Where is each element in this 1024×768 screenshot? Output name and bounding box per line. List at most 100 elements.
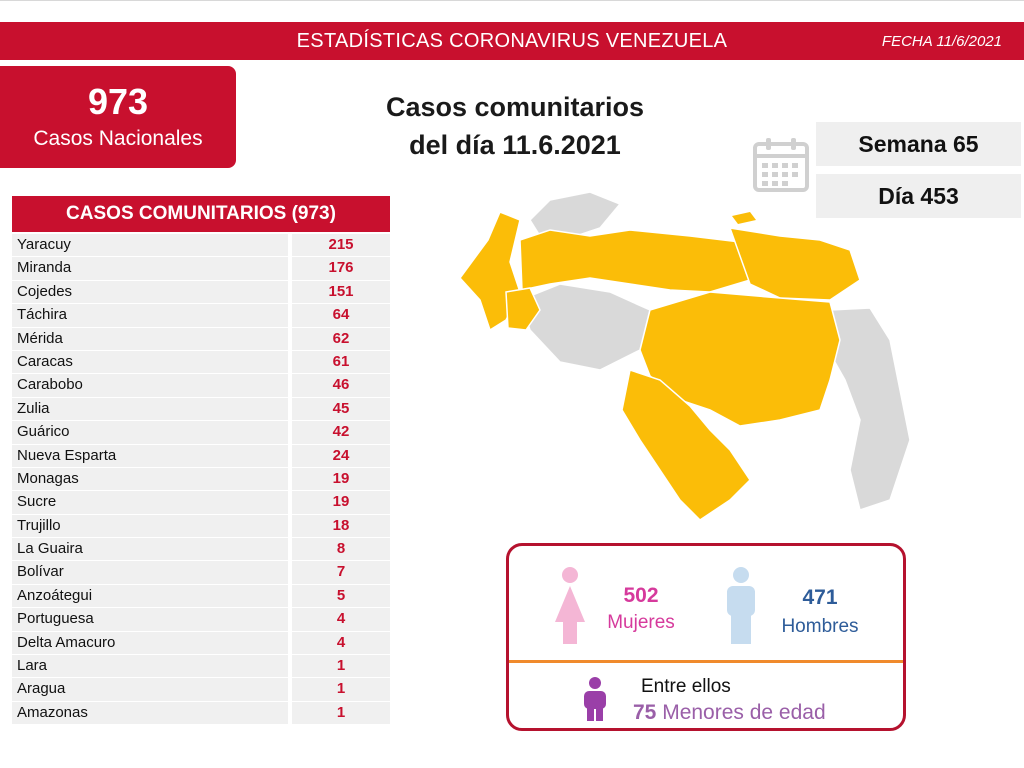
- man-icon: [727, 567, 755, 644]
- table-row: Portuguesa 4: [12, 608, 390, 632]
- state-name: Lara: [12, 655, 288, 679]
- state-cases-value: 176: [292, 257, 390, 281]
- map-region-lara-falcon: [529, 191, 622, 239]
- page-title-line1: Casos comunitarios: [385, 92, 645, 122]
- map-region-east: [728, 227, 861, 301]
- state-cases-value: 8: [292, 538, 390, 562]
- section-divider: [509, 660, 903, 663]
- state-name: Carabobo: [12, 374, 288, 398]
- table-row: Mérida 62: [12, 327, 390, 351]
- state-cases-value: 24: [292, 444, 390, 468]
- table-row: Lara 1: [12, 655, 390, 679]
- state-name: Aragua: [12, 678, 288, 702]
- state-name: Mérida: [12, 327, 288, 351]
- table-row: La Guaira 8: [12, 538, 390, 562]
- minors-intro: Entre ellos: [641, 676, 731, 697]
- state-name: Portuguesa: [12, 608, 288, 632]
- state-name: La Guaira: [12, 538, 288, 562]
- table-row: Monagas 19: [12, 467, 390, 492]
- map-region-amazonas: [621, 369, 751, 521]
- total-cases-label: Casos Nacionales: [33, 127, 203, 150]
- state-cases-value: 62: [292, 327, 390, 351]
- woman-icon: [555, 567, 585, 644]
- table-row: Nueva Esparta 24: [12, 444, 390, 468]
- state-name: Guárico: [12, 421, 288, 445]
- men-count: 471: [802, 586, 838, 609]
- state-cases-value: 46: [292, 374, 390, 398]
- map-region-andes: [505, 287, 541, 331]
- state-name: Táchira: [12, 304, 288, 328]
- state-name: Amazonas: [12, 701, 288, 726]
- state-cases-value: 64: [292, 304, 390, 328]
- day-counter: Día 453: [816, 174, 1021, 218]
- table-row: Anzoátegui 5: [12, 584, 390, 609]
- table-row: Amazonas 1: [12, 701, 390, 726]
- state-cases-value: 5: [292, 584, 390, 609]
- state-cases-value: 1: [292, 655, 390, 679]
- state-name: Bolívar: [12, 561, 288, 585]
- state-cases-value: 1: [292, 701, 390, 726]
- gender-summary-box: 502 Mujeres 471 Hombres Entre ellos 75 M…: [506, 543, 906, 731]
- page-title: Casos comunitarios del día 11.6.2021: [340, 88, 690, 164]
- minors-count: 75: [633, 701, 657, 724]
- table-row: Trujillo 18: [12, 514, 390, 539]
- table-row: Táchira 64: [12, 304, 390, 328]
- table-row: Delta Amacuro 4: [12, 631, 390, 656]
- minors-line: 75 Menores de edad: [633, 701, 826, 725]
- table-header: CASOS COMUNITARIOS (973): [12, 196, 390, 232]
- state-cases-value: 42: [292, 421, 390, 445]
- state-cases-value: 45: [292, 397, 390, 422]
- state-name: Cojedes: [12, 280, 288, 305]
- calendar-icon: [753, 138, 809, 192]
- state-cases-value: 19: [292, 491, 390, 515]
- table-row: Cojedes 151: [12, 280, 390, 305]
- state-cases-value: 215: [292, 234, 390, 258]
- table-row: Bolívar 7: [12, 561, 390, 585]
- minors-label: Menores de edad: [662, 701, 826, 724]
- state-name: Miranda: [12, 257, 288, 281]
- header-date: FECHA 11/6/2021: [881, 33, 1002, 50]
- page-title-line2: del día 11.6.2021: [409, 130, 621, 160]
- table-row: Caracas 61: [12, 350, 390, 375]
- map-region-zulia: [459, 211, 521, 332]
- state-cases-value: 7: [292, 561, 390, 585]
- men-label: Hombres: [781, 616, 859, 637]
- total-cases-value: 973: [87, 81, 149, 122]
- map-region-north-center: [519, 229, 772, 293]
- table-row: Yaracuy 215: [12, 234, 390, 258]
- state-cases-value: 151: [292, 280, 390, 305]
- state-name: Anzoátegui: [12, 584, 288, 609]
- table-row: Aragua 1: [12, 678, 390, 702]
- map-region-delta-amacuro-east: [827, 307, 911, 511]
- state-cases-value: 19: [292, 467, 390, 492]
- state-name: Nueva Esparta: [12, 444, 288, 468]
- state-name: Trujillo: [12, 514, 288, 539]
- state-name: Yaracuy: [12, 234, 288, 258]
- state-name: Delta Amacuro: [12, 631, 288, 656]
- state-cases-value: 18: [292, 514, 390, 539]
- header-title: ESTADÍSTICAS CORONAVIRUS VENEZUELA: [296, 30, 728, 52]
- venezuela-map: [459, 191, 911, 521]
- map-region-apure: [519, 283, 651, 371]
- total-cases-box: 973 Casos Nacionales: [0, 66, 236, 168]
- women-label: Mujeres: [607, 612, 675, 633]
- table-row: Miranda 176: [12, 257, 390, 281]
- state-cases-value: 4: [292, 608, 390, 632]
- table-row: Guárico 42: [12, 421, 390, 445]
- state-cases-value: 1: [292, 678, 390, 702]
- state-cases-value: 61: [292, 350, 390, 375]
- header-bar: ESTADÍSTICAS CORONAVIRUS VENEZUELA FECHA…: [0, 22, 1024, 60]
- state-name: Zulia: [12, 397, 288, 422]
- cases-table: Yaracuy 215 Miranda 176 Cojedes 151 Táchira 64 M…: [12, 234, 390, 726]
- state-name: Caracas: [12, 350, 288, 375]
- table-row: Sucre 19: [12, 491, 390, 515]
- state-cases-value: 4: [292, 631, 390, 656]
- child-icon: [584, 677, 606, 721]
- women-count: 502: [623, 584, 659, 607]
- table-row: Carabobo 46: [12, 374, 390, 398]
- table-row: Zulia 45: [12, 397, 390, 422]
- week-counter: Semana 65: [816, 122, 1021, 166]
- top-border: [0, 0, 1024, 1]
- state-name: Monagas: [12, 467, 288, 492]
- map-region-nueva-esparta: [732, 212, 756, 224]
